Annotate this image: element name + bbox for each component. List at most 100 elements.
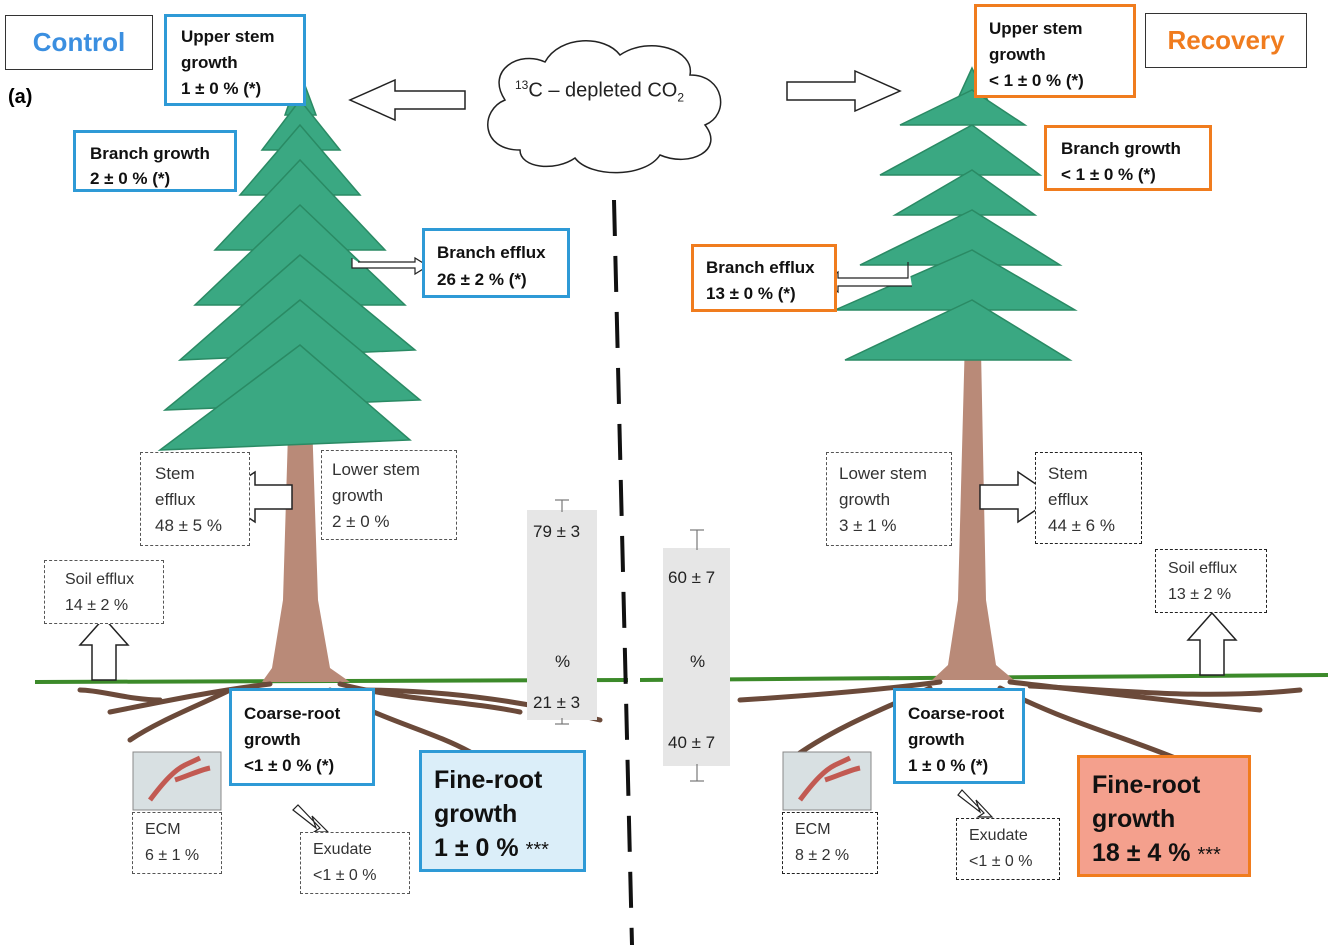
label: Branch efflux — [706, 258, 815, 277]
center-divider — [612, 199, 634, 945]
cloud-sub: 2 — [677, 90, 685, 105]
left-ecm-image — [132, 751, 222, 811]
recovery-fine-root-box: Fine-root growth 18 ± 4 % *** — [1077, 755, 1251, 877]
right-ecm-image — [782, 751, 872, 811]
value: 2 ± 0 % — [332, 512, 390, 531]
label: Lower stem — [332, 460, 420, 479]
label: Soil efflux — [65, 571, 135, 588]
value: 13 ± 0 % (*) — [706, 284, 796, 303]
value: <1 ± 0 % (*) — [244, 756, 335, 775]
arrow-to-recovery — [786, 69, 902, 113]
recovery-bar-below: 40 ± 7 — [668, 733, 716, 752]
label: Stem — [155, 464, 195, 483]
label: Branch growth — [90, 144, 210, 163]
label: Fine-root — [434, 766, 543, 794]
label: Fine-root — [1092, 771, 1201, 799]
control-bar-above: 79 ± 3 — [533, 522, 581, 541]
label: Lower stem — [839, 464, 927, 483]
value: 48 ± 5 % — [155, 516, 222, 535]
recovery-soil-efflux-box: Soil efflux 13 ± 2 % — [1155, 549, 1267, 613]
value: 44 ± 6 % — [1048, 516, 1115, 535]
label: Exudate — [969, 827, 1028, 844]
value: 14 ± 2 % — [65, 597, 129, 614]
label: growth — [1092, 805, 1176, 833]
control-bar-unit: % — [555, 652, 571, 671]
label: growth — [908, 730, 965, 749]
label: growth — [244, 730, 301, 749]
control-bar-below: 21 ± 3 — [533, 693, 581, 712]
label: ECM — [145, 821, 181, 838]
recovery-bar-above: 60 ± 7 — [668, 568, 716, 587]
label: growth — [839, 490, 891, 509]
value: 18 ± 4 % — [1092, 839, 1191, 867]
recovery-bar-unit: % — [690, 652, 706, 671]
recovery-exudate-box: Exudate <1 ± 0 % — [956, 818, 1060, 880]
recovery-upper-stem-box: Upper stem growth < 1 ± 0 % (*) — [974, 4, 1136, 98]
recovery-lower-stem-box: Lower stem growth 3 ± 1 % — [826, 452, 952, 546]
recovery-coarse-root-box: Coarse-root growth 1 ± 0 % (*) — [893, 688, 1025, 784]
control-branch-growth-box: Branch growth 2 ± 0 % (*) — [73, 130, 237, 192]
control-branch-efflux-box: Branch efflux 26 ± 2 % (*) — [422, 228, 570, 298]
arrow-to-control — [348, 78, 466, 122]
cloud-text: C – depleted CO — [528, 79, 678, 102]
label: Coarse-root — [908, 704, 1005, 723]
label: growth — [434, 800, 518, 828]
control-fine-root-box: Fine-root growth 1 ± 0 % *** — [419, 750, 586, 872]
left-foliage — [157, 69, 422, 451]
label: Coarse-root — [244, 704, 341, 723]
cloud-label: 13C – depleted CO2 — [515, 78, 684, 105]
value: 1 ± 0 % (*) — [181, 79, 262, 98]
label: growth — [332, 486, 384, 505]
control-stem-efflux-box: Stem efflux 48 ± 5 % — [140, 452, 250, 546]
recovery-branch-growth-box: Branch growth < 1 ± 0 % (*) — [1044, 125, 1212, 191]
label: growth — [181, 53, 238, 72]
recovery-ecm-box: ECM 8 ± 2 % — [782, 812, 878, 874]
control-lower-stem-box: Lower stem growth 2 ± 0 % — [321, 450, 457, 540]
control-upper-stem-box: Upper stem growth 1 ± 0 % (*) — [164, 14, 306, 106]
left-exudate-arrow — [292, 804, 330, 833]
right-foliage — [834, 66, 1078, 361]
value: 8 ± 2 % — [795, 847, 850, 864]
control-soil-efflux-box: Soil efflux 14 ± 2 % — [44, 560, 164, 624]
recovery-branch-efflux-box: Branch efflux 13 ± 0 % (*) — [691, 244, 837, 312]
value: 3 ± 1 % — [839, 516, 897, 535]
label: Branch growth — [1061, 139, 1181, 158]
panel-label: (a) — [8, 86, 33, 108]
control-coarse-root-box: Coarse-root growth <1 ± 0 % (*) — [229, 688, 375, 786]
label: Soil efflux — [1168, 560, 1238, 577]
value: 1 ± 0 % (*) — [908, 756, 989, 775]
recovery-title: Recovery — [1145, 13, 1307, 68]
value: < 1 ± 0 % (*) — [1061, 165, 1156, 184]
value: 2 ± 0 % (*) — [90, 169, 171, 188]
significance: *** — [525, 839, 549, 861]
label: efflux — [155, 490, 196, 509]
right-soil-efflux-arrow — [1186, 611, 1238, 676]
control-ecm-box: ECM 6 ± 1 % — [132, 812, 222, 874]
left-soil-efflux-arrow — [78, 616, 130, 681]
cloud-sup: 13 — [515, 78, 529, 92]
left-branch-efflux-arrow — [351, 256, 430, 276]
label: Stem — [1048, 464, 1088, 483]
label: Upper stem — [989, 19, 1083, 38]
label: Branch efflux — [437, 243, 546, 262]
value: < 1 ± 0 % (*) — [989, 71, 1084, 90]
value: <1 ± 0 % — [969, 853, 1033, 870]
label: growth — [989, 45, 1046, 64]
value: 13 ± 2 % — [1168, 586, 1232, 603]
label: Upper stem — [181, 27, 275, 46]
co2-cloud — [487, 40, 722, 174]
value: 1 ± 0 % — [434, 834, 519, 862]
value: 26 ± 2 % (*) — [437, 270, 527, 289]
right-trunk — [932, 65, 1014, 680]
label: ECM — [795, 821, 831, 838]
value: <1 ± 0 % — [313, 867, 377, 884]
significance: *** — [1197, 844, 1221, 866]
right-roots — [737, 679, 1303, 763]
left-bar — [527, 510, 597, 720]
control-exudate-box: Exudate <1 ± 0 % — [300, 832, 410, 894]
right-bar — [663, 548, 730, 766]
label: efflux — [1048, 490, 1089, 509]
right-exudate-arrow — [957, 789, 994, 818]
value: 6 ± 1 % — [145, 847, 200, 864]
